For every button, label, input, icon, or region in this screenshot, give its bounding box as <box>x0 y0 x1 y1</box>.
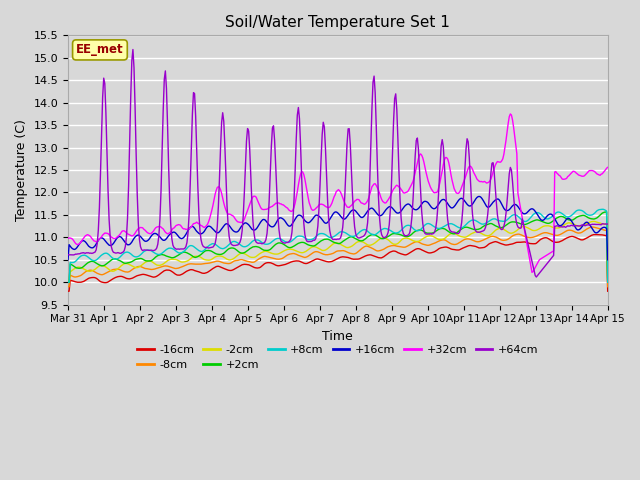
Text: EE_met: EE_met <box>76 43 124 57</box>
X-axis label: Time: Time <box>323 330 353 343</box>
Title: Soil/Water Temperature Set 1: Soil/Water Temperature Set 1 <box>225 15 451 30</box>
Legend: -16cm, -8cm, -2cm, +2cm, +8cm, +16cm, +32cm, +64cm: -16cm, -8cm, -2cm, +2cm, +8cm, +16cm, +3… <box>133 340 543 374</box>
Y-axis label: Temperature (C): Temperature (C) <box>15 119 28 221</box>
